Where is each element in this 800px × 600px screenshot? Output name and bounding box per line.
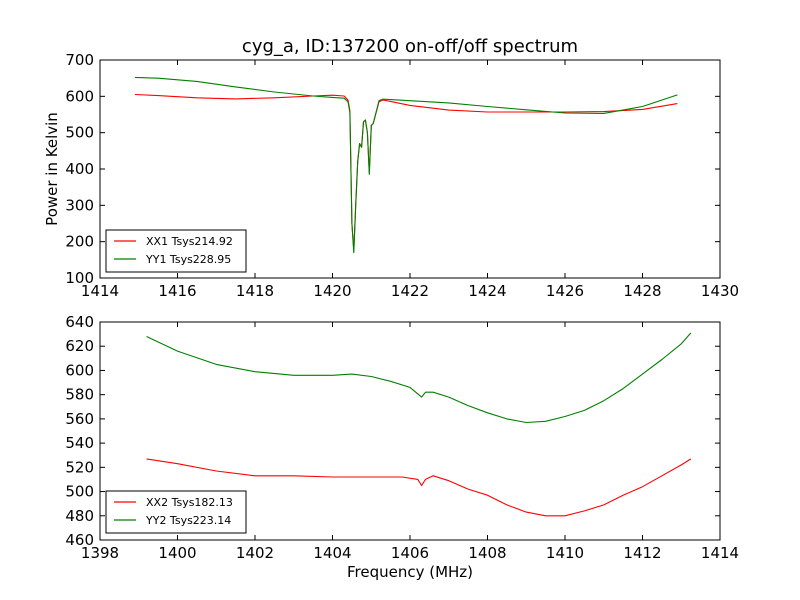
top-x-tick-label: 1426 (546, 282, 584, 300)
top-y-tick-label: 200 (65, 233, 94, 251)
bottom-y-tick-label: 580 (65, 386, 94, 404)
top-series-layer (134, 76, 678, 254)
bottom-legend-yy2-label: YY2 Tsys223.14 (145, 514, 231, 527)
bottom-axes: 1398 1400 1402 1404 1406 1408 1410 1412 1414 460 4… (65, 313, 739, 581)
bottom-y-tick-label: 520 (65, 458, 94, 476)
bottom-x-tick-label: 1398 (81, 544, 119, 562)
top-y-tick-label: 500 (65, 124, 94, 142)
bottom-legend-box (105, 490, 247, 534)
top-legend: XX1 Tsys214.92 YY1 Tsys228.95 (105, 229, 247, 273)
bottom-legend-xx2-label: XX2 Tsys182.13 (146, 496, 233, 509)
bottom-y-tick-label: 480 (65, 507, 94, 525)
top-y-tick-label: 600 (65, 87, 94, 105)
top-legend-yy1-label: YY1 Tsys228.95 (145, 253, 231, 266)
bottom-x-tick-label: 1404 (313, 544, 351, 562)
top-x-tick-label: 1422 (391, 282, 429, 300)
bottom-y-tick-label: 640 (65, 313, 94, 331)
bottom-y-tick-label: 600 (65, 361, 94, 379)
bottom-y-tick-label: 540 (65, 434, 94, 452)
bottom-y-tick-label: 560 (65, 410, 94, 428)
bottom-series-yy2-line (146, 332, 692, 424)
bottom-x-tick-label: 1408 (468, 544, 506, 562)
top-legend-xx1-label: XX1 Tsys214.92 (146, 235, 233, 248)
bottom-x-tick-label: 1402 (236, 544, 274, 562)
top-x-tick-label: 1420 (313, 282, 351, 300)
bottom-series-xx2-line (146, 458, 692, 517)
top-y-tick-label: 300 (65, 196, 94, 214)
bottom-y-tick-label: 500 (65, 483, 94, 501)
top-x-tick-label: 1418 (236, 282, 274, 300)
top-x-tick-label: 1430 (701, 282, 739, 300)
bottom-x-tick-label: 1410 (546, 544, 584, 562)
top-x-tick-label: 1414 (81, 282, 119, 300)
top-series-yy1-line (134, 76, 678, 254)
bottom-ticks: 1398 1400 1402 1404 1406 1408 1410 1412 1414 460 4… (65, 313, 739, 562)
top-y-axis-label: Power in Kelvin (43, 112, 61, 226)
bottom-y-tick-label: 620 (65, 337, 94, 355)
top-x-tick-label: 1424 (468, 282, 506, 300)
top-y-tick-label: 700 (65, 51, 94, 69)
bottom-x-tick-label: 1414 (701, 544, 739, 562)
bottom-x-tick-label: 1412 (623, 544, 661, 562)
bottom-y-tick-label: 460 (65, 531, 94, 549)
top-ticks: 1414 1416 1418 1420 1422 1424 1426 1428 1430 100 2… (65, 51, 739, 300)
top-axes: 1414 1416 1418 1420 1422 1424 1426 1428 1430 100 2… (43, 51, 739, 300)
bottom-series-layer (146, 332, 692, 517)
chart-title: cyg_a, ID:137200 on-off/off spectrum (242, 36, 578, 57)
top-y-tick-label: 400 (65, 160, 94, 178)
top-x-tick-label: 1428 (623, 282, 661, 300)
bottom-legend: XX2 Tsys182.13 YY2 Tsys223.14 (105, 490, 247, 534)
top-legend-box (105, 229, 247, 273)
top-x-tick-label: 1416 (158, 282, 196, 300)
top-y-tick-label: 100 (65, 269, 94, 287)
bottom-x-tick-label: 1406 (391, 544, 429, 562)
bottom-x-axis-label: Frequency (MHz) (347, 563, 473, 581)
bottom-x-tick-label: 1400 (158, 544, 196, 562)
